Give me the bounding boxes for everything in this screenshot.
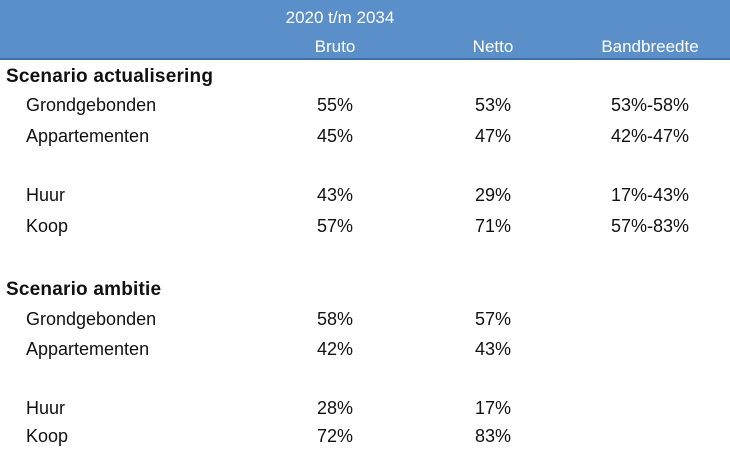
table-header: 2020 t/m 2034 Bruto Netto Bandbreedte bbox=[0, 0, 730, 60]
bruto-value: 72% bbox=[316, 426, 354, 446]
bruto-value: 58% bbox=[316, 309, 354, 329]
row-label: Huur bbox=[26, 185, 66, 205]
table-row: Appartementen 42% 43% bbox=[0, 339, 730, 367]
table-row: Grondgebonden 55% 53% 53%-58% bbox=[0, 95, 730, 123]
netto-value: 57% bbox=[474, 309, 512, 329]
table-row: Koop 72% 83% bbox=[0, 426, 730, 450]
bruto-value: 43% bbox=[316, 185, 354, 205]
table-row: Koop 57% 71% 57%-83% bbox=[0, 216, 730, 244]
netto-value: 83% bbox=[474, 426, 512, 446]
table-row: Grondgebonden 58% 57% bbox=[0, 309, 730, 337]
bruto-value: 55% bbox=[316, 95, 354, 115]
table-row: Appartementen 45% 47% 42%-47% bbox=[0, 126, 730, 154]
table-row: Huur 43% 29% 17%-43% bbox=[0, 185, 730, 213]
netto-value: 47% bbox=[474, 126, 512, 146]
column-header-netto: Netto bbox=[472, 37, 514, 56]
row-label: Grondgebonden bbox=[26, 95, 157, 115]
row-label: Huur bbox=[26, 398, 66, 418]
bandbreedte-value: 53%-58% bbox=[610, 95, 690, 115]
netto-value: 53% bbox=[474, 95, 512, 115]
section-title-actualisering: Scenario actualisering bbox=[6, 66, 214, 87]
bandbreedte-value: 57%-83% bbox=[610, 216, 690, 236]
row-label: Grondgebonden bbox=[26, 309, 157, 329]
bruto-value: 45% bbox=[316, 126, 354, 146]
netto-value: 17% bbox=[474, 398, 512, 418]
table-row: Huur 28% 17% bbox=[0, 398, 730, 426]
netto-value: 71% bbox=[474, 216, 512, 236]
column-header-bandbreedte: Bandbreedte bbox=[601, 37, 699, 56]
bruto-value: 42% bbox=[316, 339, 354, 359]
section-title-ambitie: Scenario ambitie bbox=[6, 279, 162, 300]
bandbreedte-value: 17%-43% bbox=[610, 185, 690, 205]
netto-value: 43% bbox=[474, 339, 512, 359]
netto-value: 29% bbox=[474, 185, 512, 205]
column-header-bruto: Bruto bbox=[314, 37, 356, 56]
row-label: Koop bbox=[26, 216, 69, 236]
bruto-value: 57% bbox=[316, 216, 354, 236]
row-label: Appartementen bbox=[26, 126, 150, 146]
row-label: Appartementen bbox=[26, 339, 150, 359]
period-heading: 2020 t/m 2034 bbox=[285, 8, 395, 27]
bruto-value: 28% bbox=[316, 398, 354, 418]
row-label: Koop bbox=[26, 426, 69, 446]
bandbreedte-value: 42%-47% bbox=[610, 126, 690, 146]
